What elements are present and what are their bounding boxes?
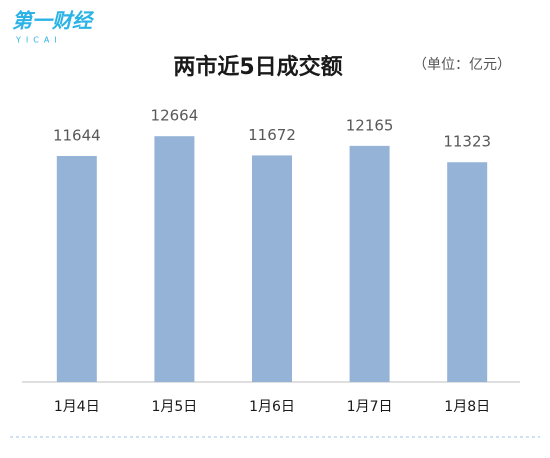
value-label: 12664 [151,107,199,125]
x-tick-label: 1月6日 [249,399,295,415]
bar [252,155,292,382]
bar [154,136,195,382]
unit-label: （单位：亿元） [413,57,511,73]
x-tick-label: 1月8日 [444,399,490,415]
brand-logo: 第一财经 [12,9,95,33]
chart-title: 两市近5日成交额 [173,54,342,80]
x-tick-label: 1月4日 [54,399,100,415]
value-label: 11323 [443,133,491,151]
value-label: 11672 [248,126,296,144]
bar [349,145,390,382]
x-tick-label: 1月5日 [151,399,197,415]
value-label: 12165 [346,116,394,134]
value-label: 11644 [53,126,101,144]
x-tick-label: 1月7日 [347,399,393,415]
brand-latin: YICAI [15,36,62,45]
bar [56,155,97,382]
bar [447,162,488,382]
